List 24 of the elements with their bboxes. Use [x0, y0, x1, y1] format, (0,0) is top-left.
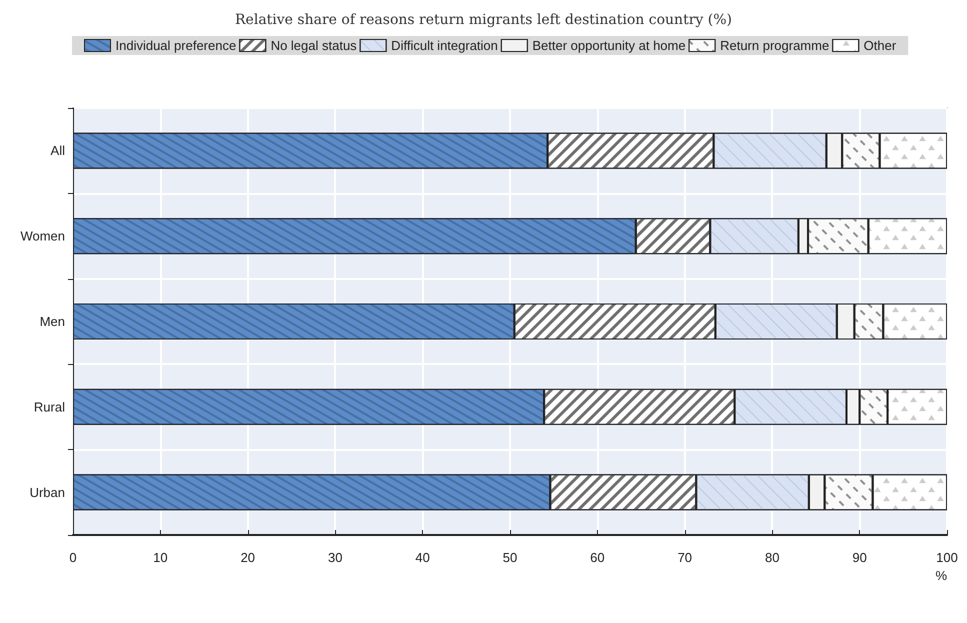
x-tick-label: 30 — [328, 550, 342, 565]
y-tick-label: Men — [40, 314, 65, 329]
x-tick-label: 50 — [502, 550, 518, 565]
x-axis-title: % — [935, 568, 948, 583]
x-tick-label: 0 — [69, 550, 77, 565]
chart-title: Relative share of reasons return migrants left destination country (%) — [235, 12, 732, 28]
legend-label: No legal status — [270, 38, 358, 53]
legend-label: Return programme — [720, 38, 830, 53]
legend-label: Individual preference — [116, 38, 236, 53]
legend-label: Better opportunity at home — [532, 38, 686, 53]
x-tick-label: 40 — [415, 550, 430, 565]
y-tick-label: All — [50, 143, 66, 158]
x-tick-label: 100 — [936, 550, 958, 565]
x-tick-label: 20 — [240, 550, 256, 565]
y-tick-label: Women — [20, 228, 65, 244]
y-tick-label: Rural — [34, 399, 66, 414]
x-tick-label: 80 — [764, 550, 780, 565]
x-tick-label: 10 — [153, 550, 168, 565]
x-tick-label: 90 — [852, 550, 867, 565]
legend-label: Other — [864, 38, 897, 53]
x-tick-label: 60 — [590, 550, 605, 565]
legend-label: Difficult integration — [391, 38, 498, 53]
y-tick-label: Urban — [30, 484, 65, 500]
x-tick-label: 70 — [678, 550, 692, 565]
